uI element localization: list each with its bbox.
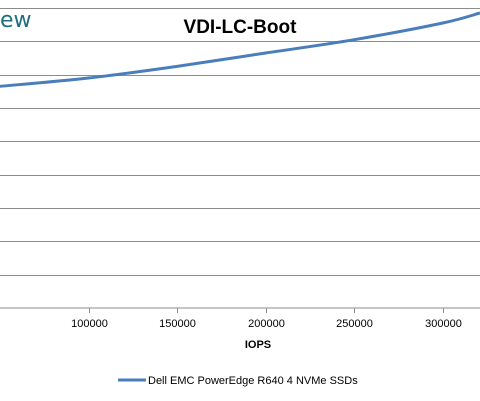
x-tick-label: 200000 [248,318,285,330]
x-tick-label: 150000 [159,318,196,330]
legend: Dell EMC PowerEdge R640 4 NVMe SSDs [118,375,358,387]
legend-label: Dell EMC PowerEdge R640 4 NVMe SSDs [148,375,358,387]
x-tick-label: 250000 [336,318,373,330]
x-tick-label: 100000 [71,318,108,330]
gridlines [0,8,480,276]
x-axis-label: IOPS [245,339,271,351]
x-axis-ticks: 100000 150000 200000 250000 300000 [71,308,462,330]
logo-text: ew [0,8,32,33]
series-lines [0,11,480,88]
chart-title: VDI-LC-Boot [184,17,298,38]
series-line [0,11,480,88]
x-tick-label: 300000 [425,318,462,330]
